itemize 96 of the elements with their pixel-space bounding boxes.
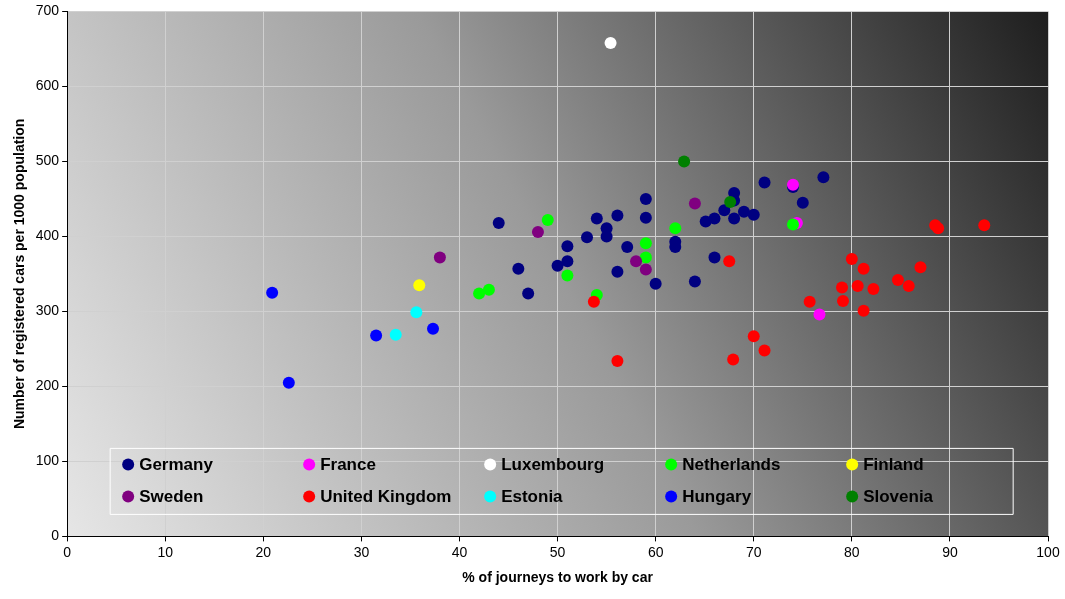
point [611, 209, 624, 222]
x-tick-label: 70 [745, 543, 762, 560]
point [492, 216, 505, 229]
y-tick-label: 100 [35, 452, 60, 469]
point [737, 205, 750, 218]
point [482, 283, 495, 296]
legend-label: France [320, 455, 376, 475]
point [747, 330, 760, 343]
point [590, 212, 603, 225]
x-tick-label: 30 [353, 543, 370, 560]
point [604, 36, 617, 49]
legend-label: Sweden [139, 487, 204, 507]
point [649, 277, 662, 290]
point [708, 251, 721, 264]
point [541, 213, 554, 226]
point [587, 295, 600, 308]
x-tick-label: 0 [63, 543, 72, 560]
y-tick-label: 0 [51, 527, 60, 544]
x-axis-title: % of journeys to work by car [462, 569, 654, 586]
y-tick-label: 300 [35, 302, 60, 319]
point [639, 251, 652, 264]
x-tick-label: 50 [549, 543, 566, 560]
point [410, 306, 423, 319]
x-tick-label: 100 [1036, 543, 1060, 560]
x-tick-label: 20 [255, 543, 272, 560]
point [427, 322, 440, 335]
x-tick-label: 60 [647, 543, 664, 560]
point [581, 231, 593, 244]
y-tick-label: 700 [35, 2, 60, 19]
point [561, 269, 574, 282]
legend-label: Slovenia [863, 487, 934, 507]
point [611, 265, 624, 278]
point [669, 222, 682, 235]
point [630, 255, 643, 268]
point [688, 197, 701, 210]
legend-label: United Kingdom [320, 487, 452, 507]
legend-label: Netherlands [682, 455, 781, 475]
point [522, 287, 535, 300]
x-tick-label: 40 [451, 543, 468, 560]
point [678, 155, 691, 168]
point [845, 252, 858, 265]
point [723, 255, 736, 268]
point [282, 376, 295, 389]
x-tick-label: 10 [157, 543, 174, 560]
point [512, 262, 525, 275]
y-axis-title: Number of registered cars per 1000 population [11, 118, 28, 430]
point [718, 204, 731, 217]
point [531, 225, 544, 238]
point [836, 281, 849, 294]
point [902, 279, 915, 292]
x-tick-label: 80 [844, 543, 860, 560]
point [837, 294, 849, 307]
point [891, 273, 904, 286]
point [724, 195, 737, 208]
point [857, 262, 870, 275]
y-tick-label: 500 [35, 152, 60, 169]
point [786, 218, 799, 231]
x-tick-label: 90 [942, 543, 958, 560]
point [978, 219, 991, 232]
point [851, 279, 864, 292]
y-tick-label: 600 [35, 77, 60, 94]
point [621, 240, 634, 253]
point [266, 286, 279, 299]
point [727, 353, 740, 366]
point [561, 255, 574, 268]
point [413, 279, 426, 292]
point [370, 329, 383, 342]
point [389, 328, 402, 341]
legend-label: Estonia [501, 487, 564, 507]
point [747, 208, 760, 221]
point [867, 282, 880, 295]
point [433, 251, 446, 264]
point [708, 212, 721, 225]
point [857, 304, 870, 317]
point [758, 344, 771, 357]
point [639, 237, 652, 250]
legend-label: Hungary [682, 487, 752, 507]
point [551, 259, 564, 272]
legend-label: Germany [139, 455, 214, 475]
point [639, 263, 652, 276]
legend-label: Luxembourg [501, 455, 605, 475]
point [758, 176, 771, 189]
point [639, 211, 652, 224]
point [728, 212, 741, 225]
point [796, 196, 809, 209]
point [688, 275, 701, 288]
point [914, 261, 927, 274]
point [813, 308, 826, 321]
y-tick-label: 400 [35, 227, 60, 244]
point [803, 295, 816, 308]
point [639, 192, 652, 205]
point [473, 287, 486, 300]
point [561, 240, 574, 253]
point [611, 354, 624, 367]
y-tick-label: 200 [35, 377, 60, 394]
point [817, 171, 830, 184]
